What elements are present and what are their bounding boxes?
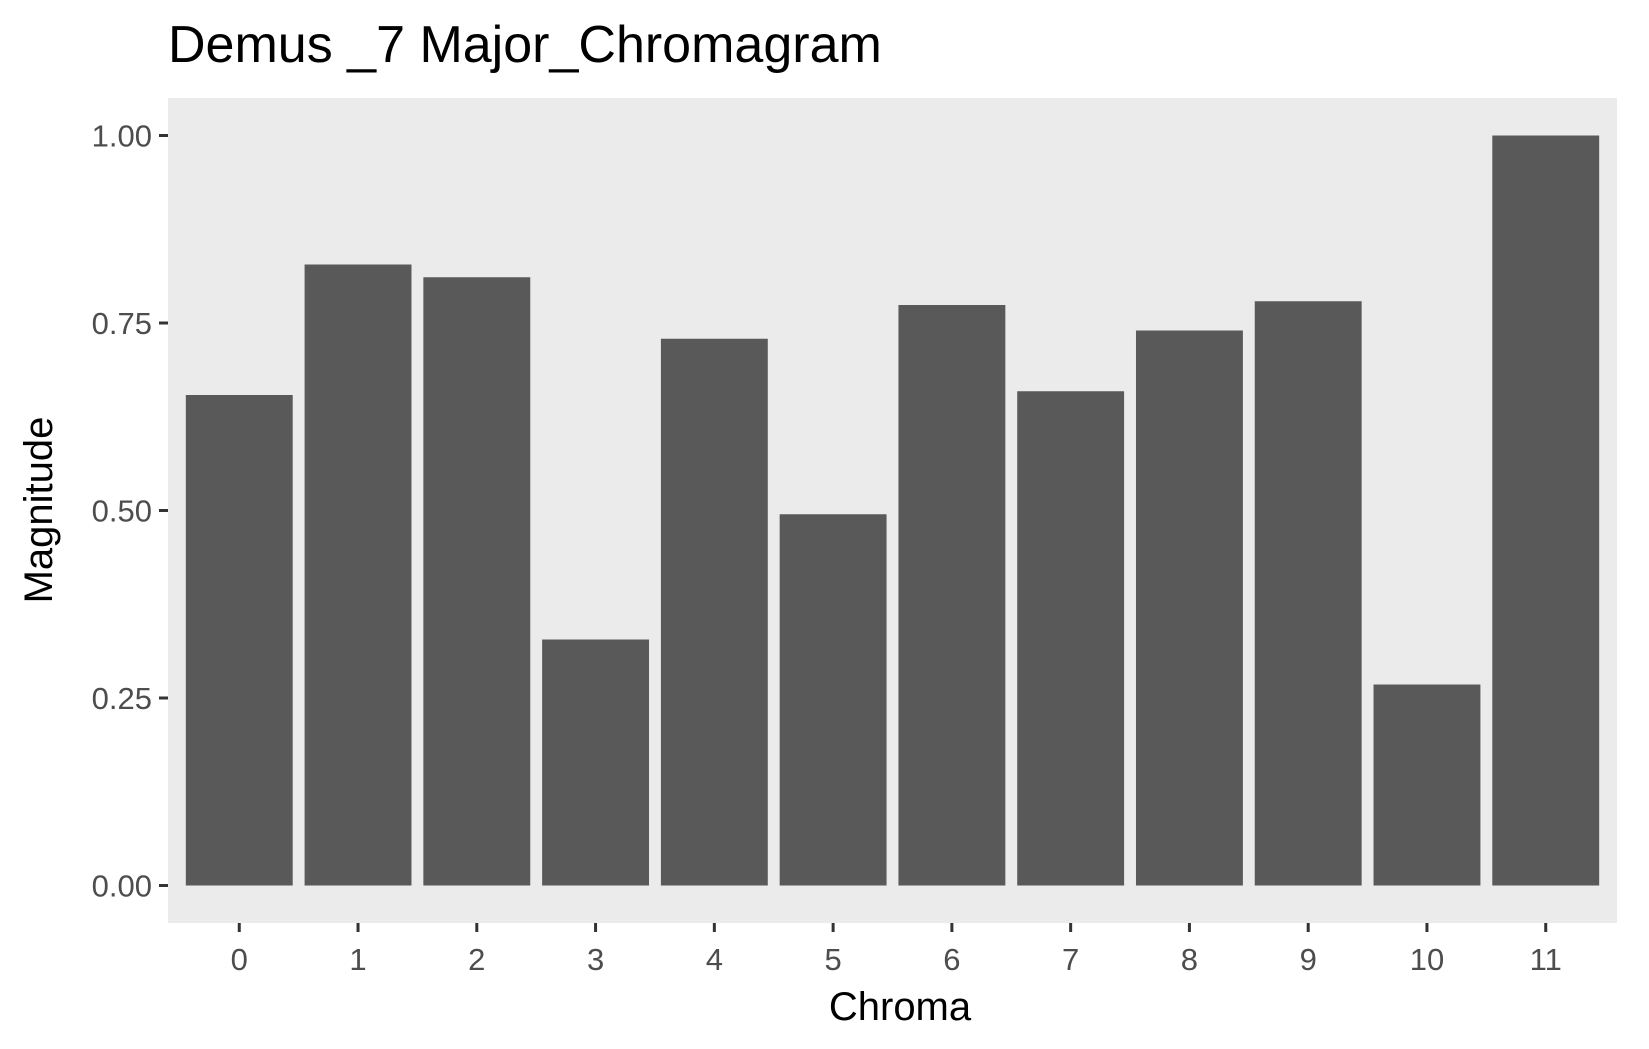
x-tick-label: 11 xyxy=(1530,942,1562,977)
bar-chroma-7 xyxy=(1017,391,1125,886)
y-tick-label: 0.75 xyxy=(92,306,152,341)
bar-chroma-4 xyxy=(660,338,768,886)
x-tick-label: 7 xyxy=(1062,942,1079,977)
bar-chroma-3 xyxy=(542,639,650,886)
y-tick-label: 0.00 xyxy=(92,869,152,904)
bar-chroma-9 xyxy=(1254,301,1362,886)
bar-chroma-1 xyxy=(304,264,412,886)
x-tick-label: 0 xyxy=(231,942,248,977)
bar-chroma-0 xyxy=(185,395,293,886)
x-tick-label: 3 xyxy=(587,942,604,977)
x-tick-label: 1 xyxy=(349,942,366,977)
y-tick-label: 0.50 xyxy=(92,494,152,529)
x-tick-label: 9 xyxy=(1300,942,1317,977)
x-tick-label: 2 xyxy=(468,942,485,977)
y-tick-label: 0.25 xyxy=(92,681,152,716)
y-axis-title: Magnitude xyxy=(17,417,61,604)
bars-group xyxy=(185,135,1600,886)
bar-chroma-2 xyxy=(423,277,531,886)
y-tick-label: 1.00 xyxy=(92,119,152,154)
bar-chroma-10 xyxy=(1373,684,1481,886)
chart-title: Demus _7 Major_Chromagram xyxy=(168,16,882,74)
x-tick-label: 6 xyxy=(943,942,960,977)
x-tick-label: 10 xyxy=(1410,942,1444,977)
x-axis: 0 1 2 3 4 5 6 7 8 9 10 11 xyxy=(231,923,1562,977)
y-axis: 0.00 0.25 0.50 0.75 1.00 xyxy=(92,119,168,904)
x-tick-label: 8 xyxy=(1181,942,1198,977)
bar-chroma-6 xyxy=(898,305,1006,886)
x-tick-label: 5 xyxy=(824,942,841,977)
x-axis-title: Chroma xyxy=(829,985,972,1029)
bar-chroma-11 xyxy=(1492,135,1600,886)
bar-chroma-5 xyxy=(779,514,887,886)
x-tick-label: 4 xyxy=(706,942,723,977)
bar-chroma-8 xyxy=(1135,330,1243,886)
